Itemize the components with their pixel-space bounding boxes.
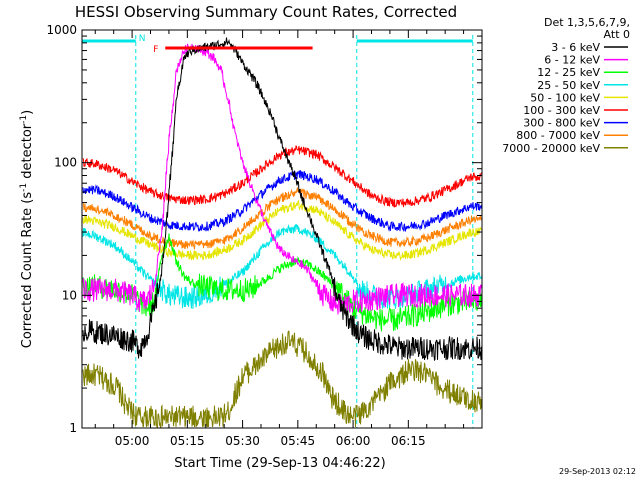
night-marker-label: N xyxy=(139,34,146,44)
legend-label-1: 6 - 12 keV xyxy=(544,54,600,67)
series-line-300-800-kev xyxy=(82,170,482,232)
legend-label-8: 7000 - 20000 keV xyxy=(502,142,600,155)
series-line-7000-20000-kev xyxy=(82,330,482,428)
plot-frame xyxy=(81,29,483,429)
chart-title: HESSI Observing Summary Count Rates, Cor… xyxy=(75,3,457,21)
legend-label-3: 25 - 50 keV xyxy=(537,79,600,92)
series-line-50-100-kev xyxy=(82,199,482,261)
x-axis-label: Start Time (29-Sep-13 04:46:22) xyxy=(174,456,385,471)
flare-flag: F xyxy=(153,45,313,55)
legend-header-line-0: Det 1,3,5,6,7,9, xyxy=(544,16,630,29)
y-axis-label: Corrected Count Rate (s-1 detector-1) xyxy=(19,110,35,348)
x-tick-label-1: 05:15 xyxy=(170,434,205,448)
flare-flag-label: F xyxy=(153,45,158,55)
y-tick-label-0: 1 xyxy=(69,421,77,435)
legend-label-4: 50 - 100 keV xyxy=(530,91,600,104)
generation-timestamp: 29-Sep-2013 02:12 xyxy=(559,467,636,476)
x-tick-label-2: 05:30 xyxy=(225,434,260,448)
x-tick-label-5: 06:15 xyxy=(391,434,426,448)
series-line-100-300-kev xyxy=(82,145,482,208)
x-tick-label-0: 05:00 xyxy=(115,434,150,448)
x-tick-label-4: 06:00 xyxy=(336,434,371,448)
y-axis-label-part-1: -1 xyxy=(19,183,29,192)
series-group xyxy=(82,37,482,428)
axes: 05:00 05:15 05:30 05:45 06:00 06:15 1 10 100 1000 xyxy=(46,23,482,448)
series-line-6-12-kev xyxy=(82,43,482,315)
y-axis-label-part-0: Corrected Count Rate (s xyxy=(20,192,35,349)
x-tick-label-3: 05:45 xyxy=(281,434,316,448)
y-axis-label-part-4: ) xyxy=(20,110,35,115)
legend-label-5: 100 - 300 keV xyxy=(523,104,600,117)
y-tick-label-1: 10 xyxy=(62,288,77,302)
series-line-12-25-kev xyxy=(82,233,482,332)
y-tick-label-3: 1000 xyxy=(46,23,77,37)
series-line-800-7000-kev xyxy=(83,186,482,250)
legend-label-6: 300 - 800 keV xyxy=(523,117,600,130)
y-axis-label-part-3: -1 xyxy=(19,115,29,124)
legend-header-line-1: Att 0 xyxy=(604,28,630,41)
legend-label-0: 3 - 6 keV xyxy=(551,41,600,54)
legend-label-2: 12 - 25 keV xyxy=(537,66,600,79)
legend-label-7: 800 - 7000 keV xyxy=(516,129,600,142)
y-tick-label-2: 100 xyxy=(54,156,77,170)
series-line-3-6-kev xyxy=(82,37,482,362)
y-axis-label-part-2: detector xyxy=(20,123,35,183)
